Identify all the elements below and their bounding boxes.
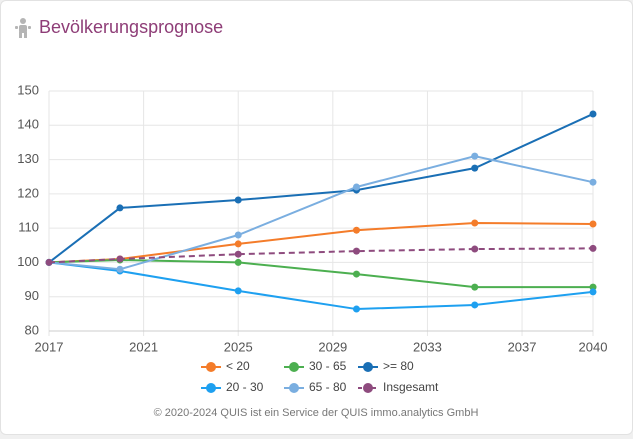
- legend-marker: [363, 383, 373, 393]
- series-line: [48, 155, 594, 271]
- x-tick-label: 2025: [224, 339, 253, 354]
- legend-marker: [289, 383, 299, 393]
- legend-marker: [206, 383, 216, 393]
- point: [471, 152, 479, 160]
- title-icon: [15, 18, 31, 38]
- x-tick-label: 2037: [508, 339, 537, 354]
- point: [589, 220, 597, 228]
- point: [234, 196, 242, 204]
- point: [471, 283, 479, 291]
- x-tick-label: 2029: [318, 339, 347, 354]
- y-tick-label: 80: [25, 322, 39, 337]
- series-line: [48, 113, 594, 264]
- legend-label: 20 - 30: [226, 380, 264, 394]
- point: [116, 204, 124, 212]
- series-line: [48, 247, 594, 264]
- point: [352, 305, 360, 313]
- chart-title: Bevölkerungsprognose: [39, 17, 223, 37]
- y-tick-label: 150: [17, 82, 39, 97]
- point: [589, 244, 597, 252]
- series-line: [48, 221, 594, 264]
- legend-label: 30 - 65: [309, 359, 347, 373]
- legend-marker: [206, 362, 216, 372]
- point: [471, 164, 479, 172]
- legend-label: Insgesamt: [383, 380, 439, 394]
- y-tick-label: 130: [17, 151, 39, 166]
- point: [352, 183, 360, 191]
- point: [45, 258, 53, 266]
- x-tick-label: 2021: [129, 339, 158, 354]
- x-tick-label: 2017: [35, 339, 64, 354]
- series-line: [48, 259, 593, 289]
- point: [234, 240, 242, 248]
- point: [352, 247, 360, 255]
- point: [116, 255, 124, 263]
- series-line: [48, 261, 594, 311]
- point: [234, 258, 242, 266]
- legend-label: 65 - 80: [309, 380, 347, 394]
- legend-marker: [289, 362, 299, 372]
- point: [234, 231, 242, 239]
- y-tick-label: 140: [17, 117, 39, 132]
- x-tick-label: 2040: [579, 339, 608, 354]
- y-tick-label: 100: [17, 254, 39, 269]
- point: [589, 178, 597, 186]
- y-tick-label: 110: [18, 220, 39, 235]
- point: [471, 219, 479, 227]
- legend-marker: [363, 362, 373, 372]
- legend-label: >= 80: [383, 359, 414, 373]
- point: [352, 270, 360, 278]
- point: [234, 250, 242, 258]
- point: [471, 245, 479, 253]
- point: [589, 110, 597, 118]
- point: [352, 226, 360, 234]
- legend-label: < 20: [226, 359, 250, 373]
- point: [589, 283, 597, 291]
- point: [116, 265, 124, 273]
- point: [234, 287, 242, 295]
- y-tick-label: 120: [17, 185, 39, 200]
- point: [589, 288, 597, 296]
- y-tick-label: 90: [25, 288, 39, 303]
- x-tick-label: 2033: [413, 339, 442, 354]
- footer: © 2020-2024 QUIS ist ein Service der QUI…: [154, 407, 479, 419]
- point: [471, 301, 479, 309]
